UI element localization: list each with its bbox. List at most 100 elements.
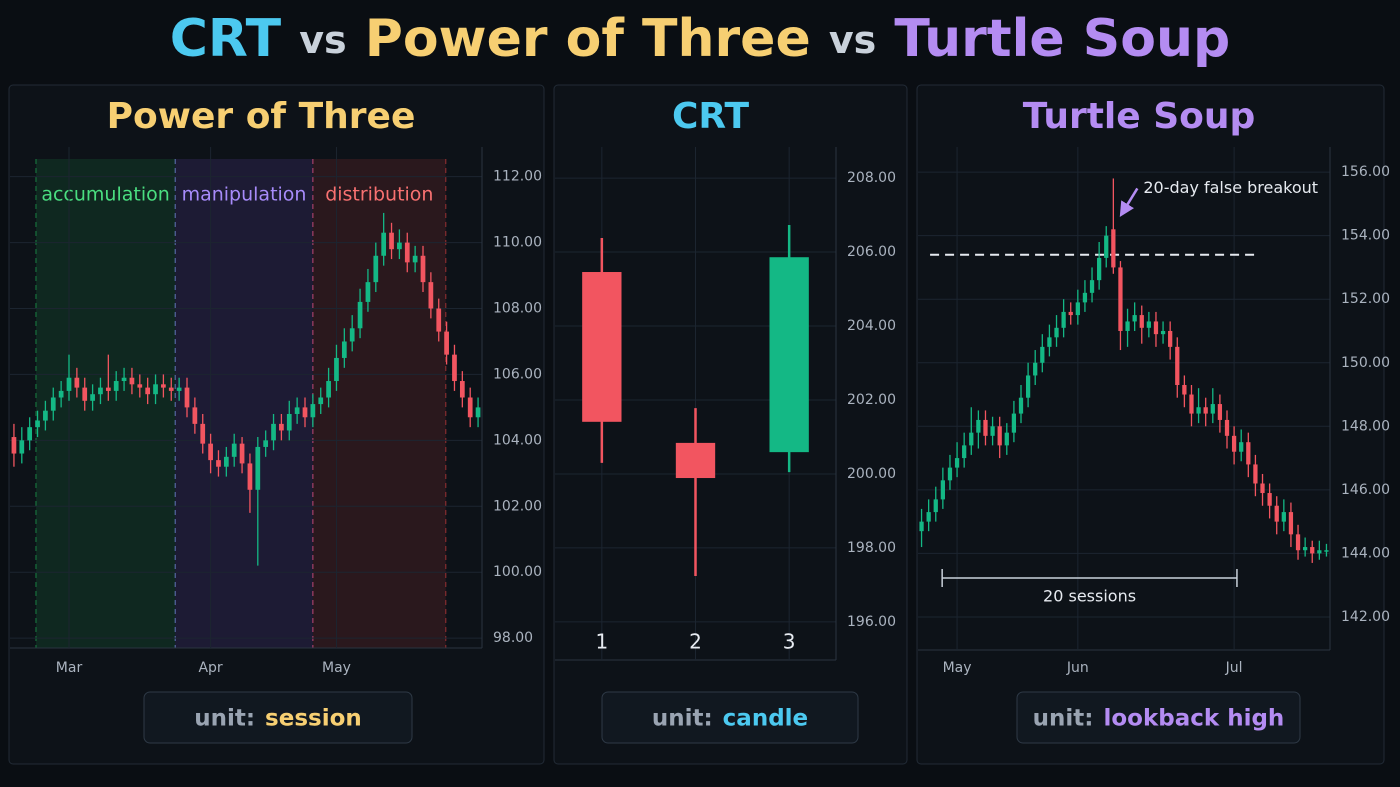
candle-body [1196, 407, 1201, 414]
x-tick-label: Jun [1066, 660, 1089, 676]
region [175, 159, 313, 648]
candle-body [271, 423, 276, 441]
candle-body [990, 426, 995, 436]
y-tick-label: 142.00 [1341, 609, 1390, 625]
candle-body [1125, 321, 1130, 331]
candle-body [969, 432, 974, 446]
candle-body [153, 384, 158, 395]
y-tick-label: 98.00 [493, 630, 533, 646]
candle-body [334, 357, 339, 382]
annotation-arrow [1119, 187, 1139, 218]
candle-body [1153, 321, 1159, 335]
candle-body [1146, 321, 1151, 328]
candle-body [1168, 330, 1173, 347]
y-tick-label: 112.00 [493, 169, 542, 185]
candle-body [373, 255, 379, 283]
candle-body [983, 419, 988, 436]
candle-body [74, 377, 80, 388]
candle-body [137, 384, 143, 388]
x-tick-label: May [322, 660, 351, 676]
y-tick-label: 200.00 [847, 466, 896, 482]
candle-body [263, 440, 269, 447]
candle-body [1097, 257, 1102, 281]
candle-body [1075, 302, 1080, 316]
candle-body [397, 242, 402, 250]
candle-body [1260, 483, 1265, 494]
candle-body [582, 272, 622, 422]
region-label: accumulation [41, 184, 169, 206]
candle-body [286, 413, 292, 431]
candle-body [1033, 362, 1038, 376]
candle-body [475, 407, 481, 418]
candle-body [933, 499, 938, 513]
candle-body [1224, 419, 1230, 436]
candle-body [444, 331, 449, 355]
candle-body [82, 387, 88, 401]
candle-body [255, 446, 261, 490]
panel [916, 84, 1385, 765]
candle-body [184, 387, 190, 408]
candle-body [919, 521, 924, 532]
candle-body [769, 257, 809, 453]
candle-body [997, 426, 1002, 446]
candle-body [1160, 330, 1166, 335]
candle-body [1303, 547, 1308, 551]
candle-body [1267, 493, 1272, 506]
unit-label: unit: [1033, 705, 1094, 731]
candle-body [436, 308, 442, 332]
candle-body [459, 381, 465, 398]
candle-body [428, 282, 434, 309]
candle-body [1231, 435, 1237, 452]
candle-body [976, 419, 981, 433]
unit-value: candle [723, 705, 808, 731]
candle-body [1203, 407, 1208, 414]
region [312, 159, 446, 648]
candle-body [1295, 534, 1301, 551]
panel [8, 84, 545, 765]
x-tick-label: 1 [595, 630, 608, 654]
candle-body [247, 463, 253, 490]
panel-title: CRT [672, 96, 750, 137]
y-tick-label: 102.00 [493, 498, 542, 514]
y-tick-label: 108.00 [493, 301, 542, 317]
candle-body [1246, 442, 1251, 465]
candle-body [1054, 327, 1059, 338]
candle-body [66, 377, 72, 391]
candle-body [1189, 394, 1194, 414]
title-part: Turtle Soup [894, 9, 1230, 69]
candle-body [1004, 432, 1009, 446]
y-tick-label: 152.00 [1341, 291, 1390, 307]
candle-body [389, 232, 394, 250]
candle-body [1253, 464, 1258, 484]
y-tick-label: 208.00 [847, 170, 896, 186]
y-tick-label: 106.00 [493, 366, 542, 382]
y-tick-label: 202.00 [847, 392, 896, 408]
region-label: distribution [325, 184, 433, 206]
candle-body [216, 460, 221, 467]
candle-body [58, 390, 64, 398]
y-tick-label: 146.00 [1341, 482, 1390, 498]
candle-body [1239, 442, 1244, 452]
region [35, 159, 176, 648]
unit-value: lookback high [1104, 705, 1285, 731]
annotation-text: 20-day false breakout [1143, 178, 1318, 197]
candle-body [11, 437, 17, 454]
candle-body [1132, 315, 1137, 322]
candle-body [310, 404, 316, 418]
unit-text: unit: session [194, 705, 362, 731]
candle-body [239, 443, 245, 464]
candle-body [365, 282, 371, 302]
unit-text: unit: candle [652, 705, 808, 731]
candle-body [1118, 267, 1123, 331]
panel-title: Power of Three [107, 96, 416, 137]
candle-body [381, 232, 387, 256]
candle-body [452, 354, 457, 382]
candle-body [1175, 346, 1180, 385]
x-tick-label: 2 [689, 630, 702, 654]
candle-body [90, 394, 95, 401]
candle-body [1274, 505, 1279, 522]
candle-body [231, 443, 237, 457]
candle-body [357, 301, 363, 329]
candle-body [349, 328, 355, 342]
